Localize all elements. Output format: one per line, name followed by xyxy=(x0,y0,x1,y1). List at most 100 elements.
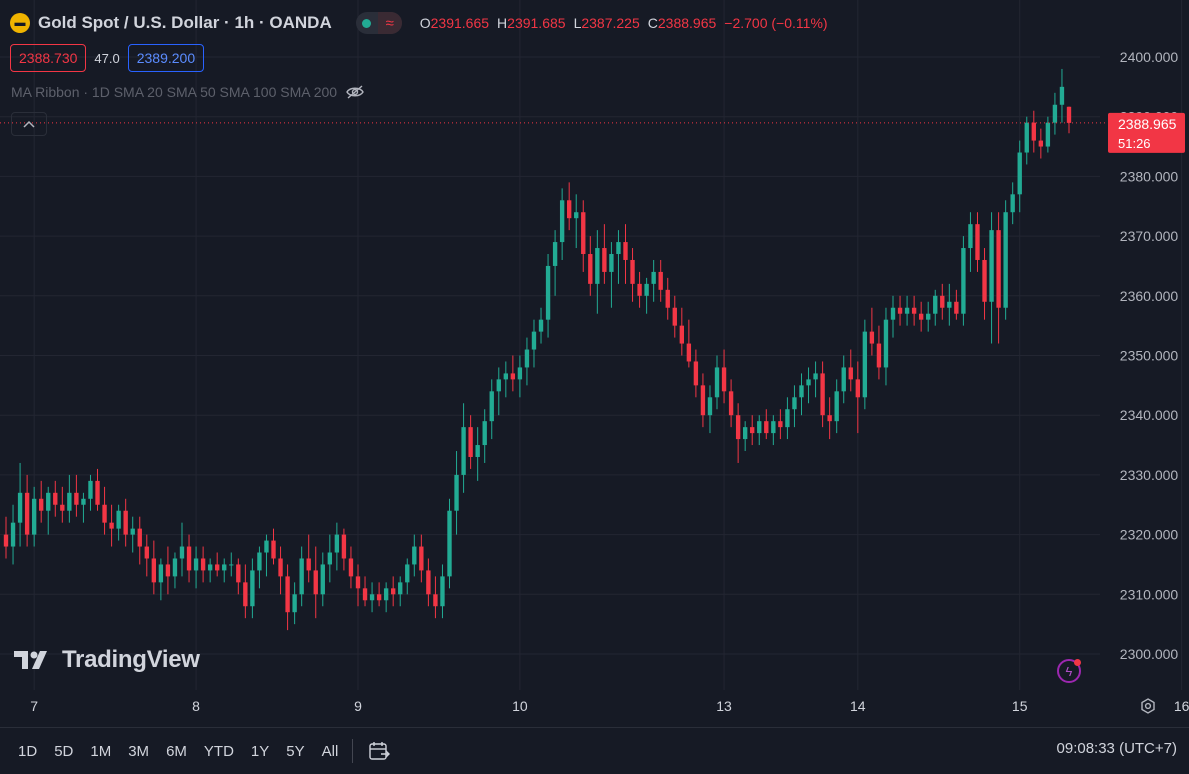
gold-bars-icon[interactable]: ▬ xyxy=(10,13,30,33)
candle xyxy=(588,236,593,296)
approx-data-icon: ≈ xyxy=(377,12,402,34)
candle-body xyxy=(588,254,593,284)
candle-body xyxy=(222,564,227,571)
candle-body xyxy=(334,534,340,553)
tradingview-watermark[interactable]: TradingView xyxy=(14,646,200,674)
last-price-tag[interactable] xyxy=(1108,112,1185,153)
indicator-legend[interactable]: MA Ribbon · 1D SMA 20 SMA 50 SMA 100 SMA… xyxy=(11,84,365,100)
candle-body xyxy=(271,540,276,559)
candle-body xyxy=(616,242,621,255)
candle-body xyxy=(313,570,318,595)
price-chart[interactable]: 2300.000 2310.000 2320.000 2330.000 2340.000… xyxy=(0,0,1189,727)
candle-body xyxy=(517,367,523,380)
timeframe-5d-button[interactable]: 5D xyxy=(54,742,74,760)
candle xyxy=(468,415,473,469)
candle xyxy=(53,480,58,517)
candle xyxy=(10,504,16,565)
candle-body xyxy=(1031,122,1036,141)
candle-body xyxy=(890,307,896,320)
candle xyxy=(869,307,875,356)
candle-body xyxy=(109,522,114,529)
candle-body xyxy=(130,528,135,535)
candle-body xyxy=(757,421,762,434)
settings-gear-icon[interactable] xyxy=(1139,697,1157,715)
candle-body xyxy=(771,421,776,434)
timeframe-1d-button[interactable]: 1D xyxy=(18,742,38,760)
candle xyxy=(306,534,311,583)
candle-body xyxy=(799,385,804,398)
candle-body xyxy=(1017,152,1022,195)
timeframe-6m-button[interactable]: 6M xyxy=(166,742,187,760)
candle-body xyxy=(728,391,734,416)
candle-body xyxy=(412,546,417,565)
timeframe-1y-button[interactable]: 1Y xyxy=(250,742,270,760)
candle xyxy=(876,325,882,380)
timeframe-5y-button[interactable]: 5Y xyxy=(286,742,305,760)
candle-body xyxy=(123,510,128,535)
candle xyxy=(961,236,966,326)
candle xyxy=(785,397,790,440)
eye-off-icon[interactable] xyxy=(345,84,365,100)
candle-body xyxy=(862,331,868,398)
candle xyxy=(721,349,727,404)
market-open-icon xyxy=(356,12,378,34)
candle-body xyxy=(869,331,875,344)
candle xyxy=(524,337,530,386)
candle-body xyxy=(102,504,107,523)
candle xyxy=(1031,110,1036,153)
candle-body xyxy=(229,564,234,566)
timeframe-1m-button[interactable]: 1M xyxy=(90,742,112,760)
x-tick-label: 10 xyxy=(512,698,528,714)
candle-body xyxy=(1003,212,1008,308)
candle xyxy=(672,295,677,338)
candle-body xyxy=(559,200,565,243)
candle xyxy=(229,552,234,577)
price-axis[interactable]: 2300.000 2310.000 2320.000 2330.000 2340.000… xyxy=(1120,49,1179,662)
candle-body xyxy=(348,558,354,577)
candle xyxy=(855,361,860,434)
candle-body xyxy=(658,271,663,290)
candle-body xyxy=(982,259,987,302)
candle xyxy=(130,516,135,553)
candle-body xyxy=(10,522,16,547)
buy-button[interactable]: 2389.200 xyxy=(127,44,205,72)
candle-body xyxy=(623,242,628,260)
candle xyxy=(243,564,248,619)
clock-readout[interactable]: 09:08:33 (UTC+7) xyxy=(1056,740,1177,757)
collapse-legend-button[interactable] xyxy=(11,112,47,136)
candle xyxy=(940,283,945,320)
sell-button[interactable]: 2388.730 xyxy=(10,44,87,72)
candle xyxy=(419,534,424,583)
candle-body xyxy=(630,259,635,284)
candle xyxy=(383,582,389,613)
candle-body xyxy=(81,498,86,505)
candle-body xyxy=(236,564,241,583)
candle xyxy=(700,373,706,428)
ohlc-close-key: C xyxy=(647,15,658,31)
date-range-icon[interactable] xyxy=(367,740,391,762)
candle xyxy=(595,230,600,314)
candle xyxy=(799,373,804,416)
candle-body xyxy=(609,254,614,272)
lightning-icon[interactable]: ϟ xyxy=(1057,659,1081,683)
market-status-pill[interactable]: ≈ xyxy=(355,12,402,34)
candle-body xyxy=(1010,194,1015,213)
candle-body xyxy=(750,427,755,434)
timeframe-ytd-button[interactable]: YTD xyxy=(203,742,234,760)
candle xyxy=(679,307,684,356)
candle xyxy=(897,295,903,326)
candle xyxy=(918,301,924,332)
timeframe-3m-button[interactable]: 3M xyxy=(128,742,150,760)
candle xyxy=(200,546,206,583)
candle-body xyxy=(461,427,466,475)
time-axis[interactable]: 7 8 9 10 13 14 15 16 xyxy=(30,698,1189,714)
candle xyxy=(1017,140,1022,213)
symbol-title[interactable]: Gold Spot / U.S. Dollar · 1h · OANDA xyxy=(38,13,332,32)
candle xyxy=(834,379,839,434)
candle xyxy=(81,492,86,523)
candle xyxy=(440,564,445,619)
timeframe-all-button[interactable]: All xyxy=(321,742,339,760)
candle-body xyxy=(672,307,677,326)
candle xyxy=(602,224,607,284)
candle-body xyxy=(933,295,938,314)
